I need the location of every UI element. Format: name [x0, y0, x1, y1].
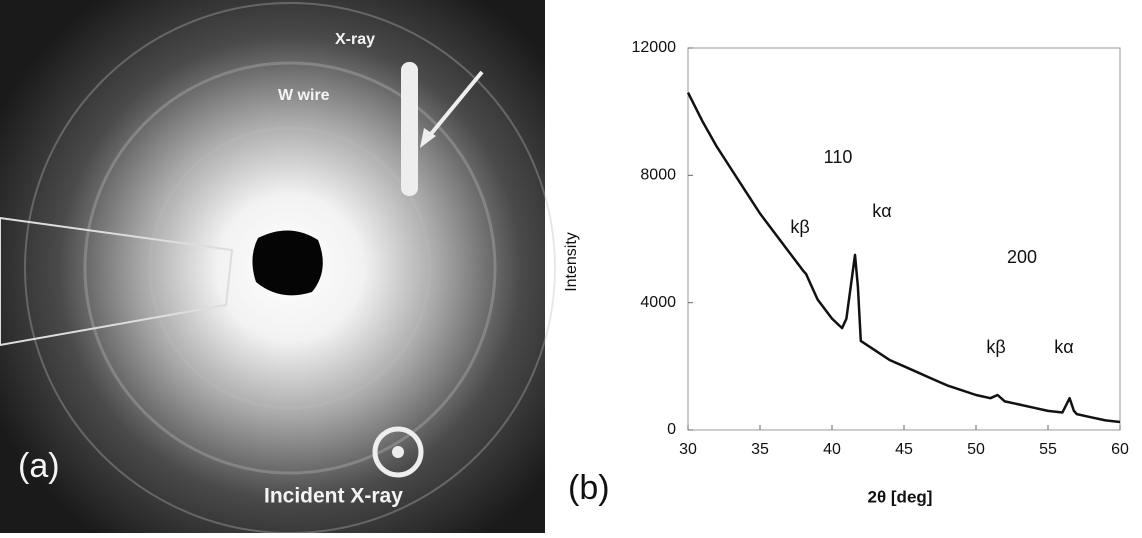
annotation: kα	[1054, 337, 1073, 357]
annotation: kβ	[986, 337, 1005, 357]
x-axis-label: 2θ [deg]	[868, 487, 933, 506]
incident-dot	[392, 446, 404, 458]
label: X-ray	[335, 31, 375, 48]
x-tick-label: 55	[1039, 441, 1057, 458]
y-tick-label: 4000	[640, 294, 676, 311]
photo: X-ray W wire Incident X-ray (a)	[0, 0, 555, 533]
y-tick-label: 0	[667, 421, 676, 438]
annotation: 200	[1007, 247, 1037, 267]
y-tick-label: 12000	[632, 39, 677, 56]
x-tick-label: 35	[751, 441, 769, 458]
wire	[401, 62, 418, 196]
label: W wire	[278, 87, 330, 104]
x-tick-label: 30	[679, 441, 697, 458]
annotation: kα	[872, 201, 891, 221]
plot-frame	[688, 48, 1120, 430]
figure: X-ray W wire Incident X-ray (a) (b) 2θ […	[0, 0, 1142, 533]
annotation: kβ	[790, 217, 809, 237]
x-tick-label: 60	[1111, 441, 1129, 458]
x-tick-label: 40	[823, 441, 841, 458]
label: Incident X-ray	[264, 485, 403, 508]
x-tick-label: 45	[895, 441, 913, 458]
y-axis-label: Intensity	[563, 232, 580, 292]
y-tick-label: 8000	[640, 167, 676, 184]
panel-label: (b)	[568, 469, 610, 507]
x-tick-label: 50	[967, 441, 985, 458]
data-line	[688, 93, 1120, 422]
shadow	[252, 230, 322, 295]
panel-label: (a)	[18, 447, 60, 485]
annotation: 110	[824, 147, 853, 167]
